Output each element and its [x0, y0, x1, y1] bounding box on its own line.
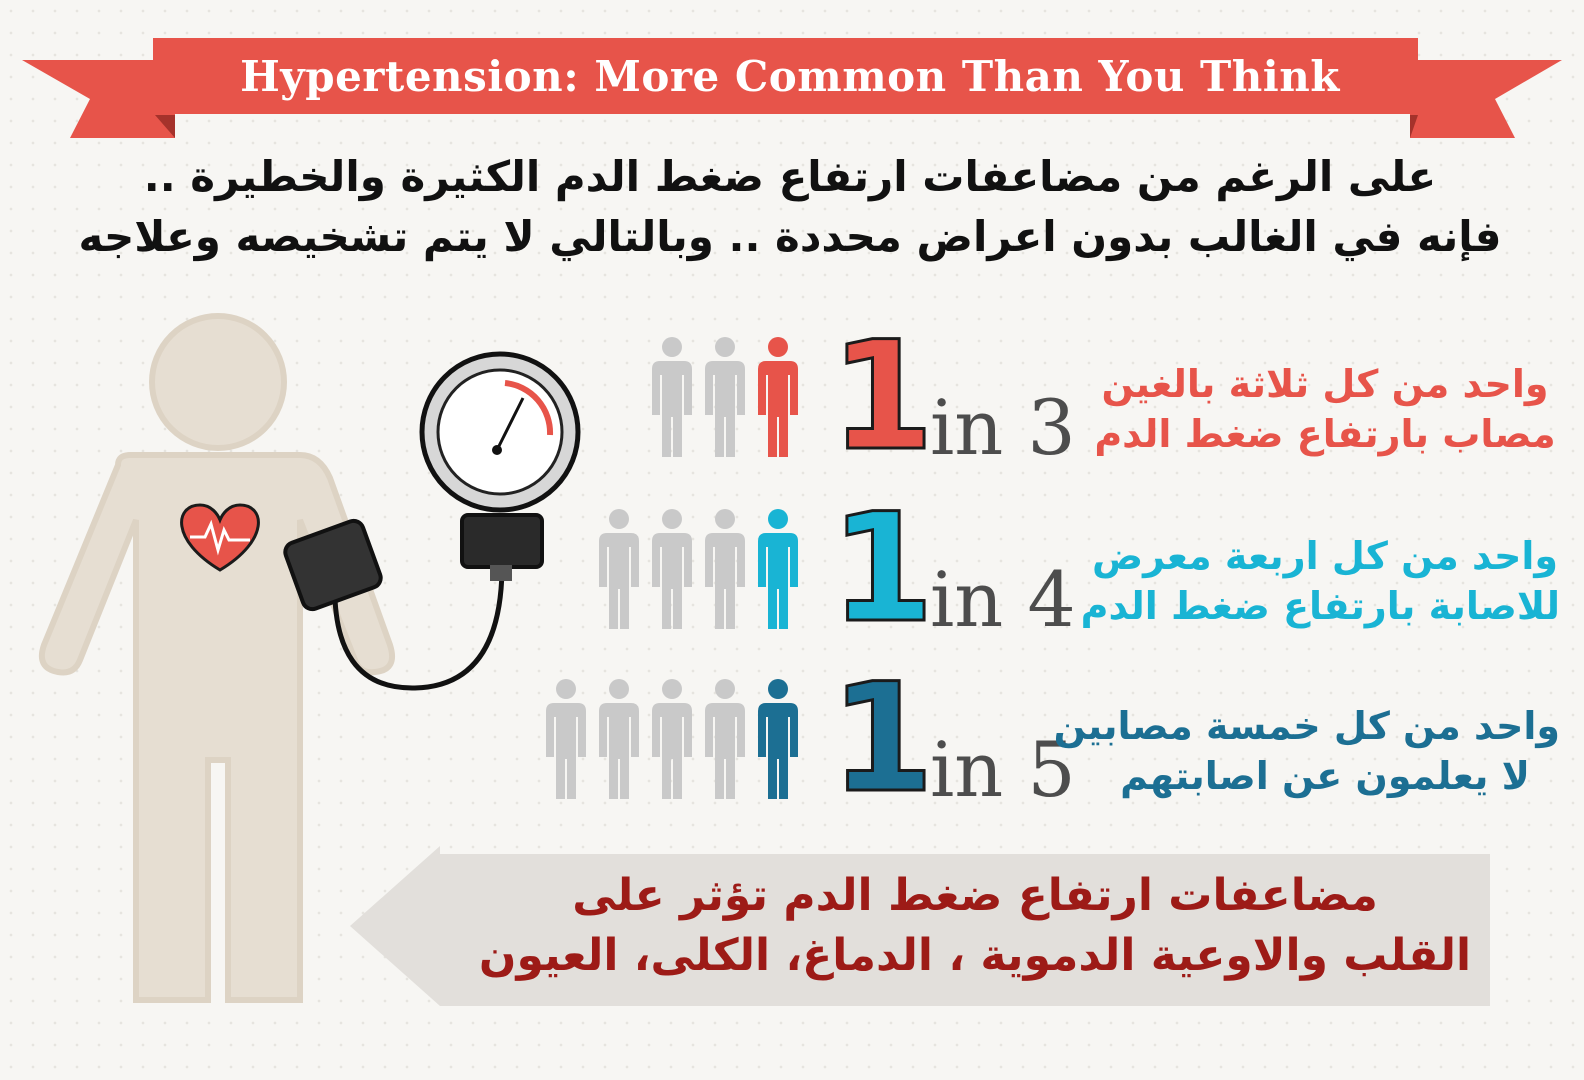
person-icon	[758, 509, 798, 629]
person-icon	[652, 337, 692, 457]
ratio-label: in 5	[930, 725, 1076, 814]
heart-icon	[180, 503, 260, 572]
stat-text-line-1: واحد من كل اربعة معرض	[1091, 534, 1559, 578]
stat-text-line-2: لا يعلمون عن اصابتهم	[1120, 754, 1530, 798]
big-number-one: 1	[828, 652, 935, 826]
person-with-blood-pressure-illustration	[38, 313, 581, 1003]
person-icon	[599, 509, 639, 629]
ratio-label: in 3	[930, 383, 1076, 472]
person-icon	[652, 509, 692, 629]
people-icons-row	[599, 509, 798, 629]
bottom-text-line-1: مضاعفات ارتفاع ضغط الدم تؤثر على	[572, 870, 1378, 921]
banner-ribbon	[22, 38, 1562, 138]
stat-text-line-2: للاصابة بارتفاع ضغط الدم	[1080, 584, 1560, 628]
person-icon	[705, 337, 745, 457]
stat-text-line-1: واحد من كل خمسة مصابين	[1053, 704, 1560, 748]
person-icon	[758, 679, 798, 799]
person-icon	[705, 509, 745, 629]
person-icon	[705, 679, 745, 799]
arrow-left-icon	[350, 846, 1490, 1006]
stat-text-line-1: واحد من كل ثلاثة بالغين	[1101, 362, 1549, 406]
intro-line-1: على الرغم من مضاعفات ارتفاع ضغط الدم الك…	[143, 152, 1437, 201]
person-figure-icon	[38, 313, 396, 1003]
big-number-one: 1	[828, 310, 935, 484]
person-icon	[599, 679, 639, 799]
banner-title: Hypertension: More Common Than You Think	[240, 51, 1340, 101]
people-icons-row	[546, 679, 798, 799]
people-icons-row	[652, 337, 798, 457]
blood-pressure-gauge-icon	[283, 351, 581, 691]
bottom-text-line-2: القلب والاوعية الدموية ، الدماغ، الكلى، …	[478, 930, 1472, 981]
person-icon	[652, 679, 692, 799]
person-icon	[546, 679, 586, 799]
stat-text-line-2: مصاب بارتفاع ضغط الدم	[1094, 412, 1556, 456]
ratio-label: in 4	[930, 555, 1076, 644]
person-icon	[758, 337, 798, 457]
intro-line-2: فإنه في الغالب بدون اعراض محددة .. وبالت…	[78, 212, 1502, 261]
big-number-one: 1	[828, 482, 935, 656]
